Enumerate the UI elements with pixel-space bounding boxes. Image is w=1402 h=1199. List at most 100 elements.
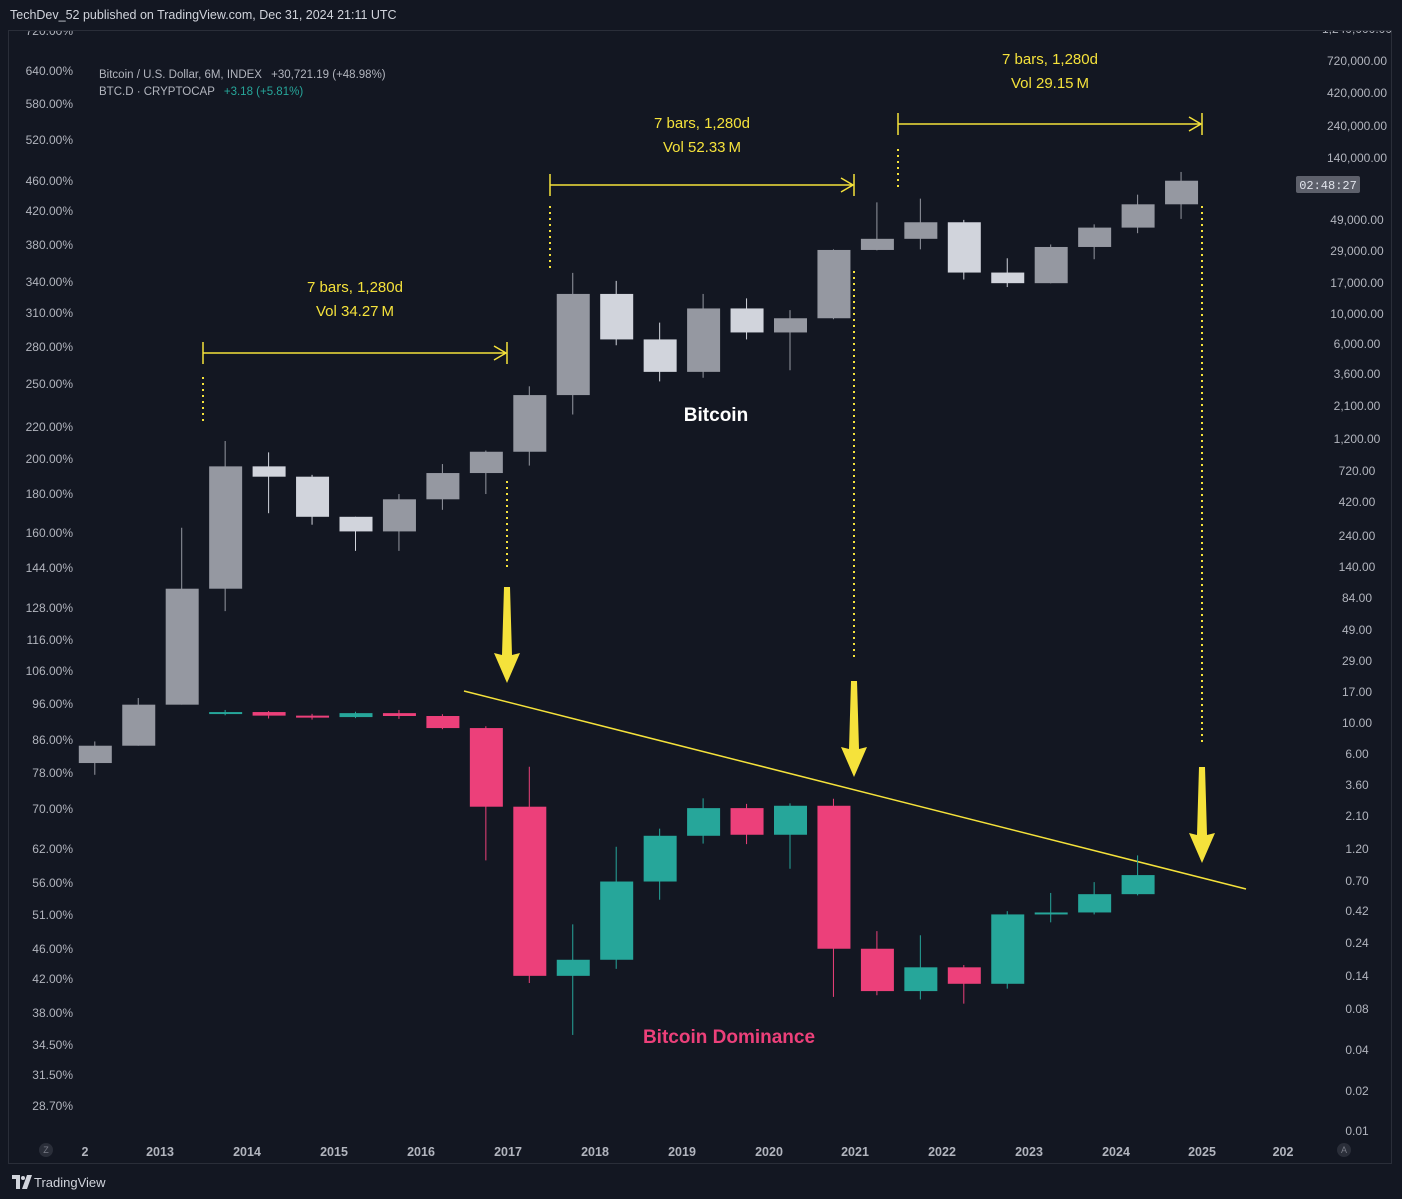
left-tick-label: 280.00% [26,340,74,354]
btc-candle-body [1034,246,1068,284]
right-tick-label: 1,200.00 [1334,432,1381,446]
btc-candle-body [469,451,503,474]
dominance-candle-body [469,728,503,807]
btc-candle-body [730,308,764,333]
right-tick-label: 0.70 [1345,874,1369,888]
right-tick-label: 720,000.00 [1327,54,1387,68]
left-tick-label: 46.00% [32,942,73,956]
range-label-bars: 7 bars, 1,280d [654,115,750,132]
right-tick-label: 720.00 [1339,464,1376,478]
btc-candle-body [513,395,547,452]
right-tick-label: 29,000.00 [1330,244,1384,258]
legend-series1-name: Bitcoin / U.S. Dollar, 6M, INDEX [99,69,262,81]
left-price-axis: 720.00% 640.00% 580.00% 520.00% 460.00% 420.0… [26,31,74,1113]
left-tick-label: 520.00% [26,133,74,147]
dominance-candle-body [687,808,721,836]
down-arrow-icon [1189,767,1215,863]
dominance-trendline [463,690,1247,890]
btc-candle-body [78,745,112,764]
x-tick-label: 2020 [755,1145,783,1159]
dominance-candle-body [209,712,243,715]
btc-candle-body [600,293,634,340]
dominance-candle-body [556,959,590,976]
right-tick-label: 84.00 [1342,591,1372,605]
dominance-candle-body [730,808,764,835]
left-tick-label: 380.00% [26,238,74,252]
left-tick-label: 116.00% [27,633,74,647]
dominance-candle-body [1078,894,1112,913]
left-tick-label: 86.00% [32,733,73,747]
btc-candle-body [1121,204,1155,228]
x-tick-label: 2022 [928,1145,956,1159]
btc-candle-body [774,318,807,333]
left-tick-label: 720.00% [26,31,74,38]
right-tick-label: 0.14 [1345,969,1369,983]
left-tick-label: 340.00% [26,275,74,289]
right-tick-label: 10,000.00 [1330,307,1384,321]
dominance-candle-body [513,806,547,976]
right-tick-label: 420.00 [1339,495,1376,509]
right-tick-label: 420,000.00 [1327,86,1387,100]
left-tick-label: 420.00% [26,204,74,218]
dominance-candles [209,709,1155,1035]
dominance-candle-body [382,713,416,716]
right-tick-label: 140.00 [1339,560,1376,574]
x-tick-label: 2021 [841,1145,869,1159]
right-tick-label: 29.00 [1342,654,1372,668]
left-tick-label: 62.00% [32,842,73,856]
right-tick-label: 3,600.00 [1334,367,1381,381]
left-tick-label: 128.00% [26,601,74,615]
right-tick-label: 0.02 [1345,1084,1369,1098]
right-tick-label: 17,000.00 [1330,276,1384,290]
x-tick-label: 2016 [407,1145,435,1159]
chart-legend: Bitcoin / U.S. Dollar, 6M, INDEX +30,721… [99,67,386,101]
dominance-candle-body [600,881,634,960]
bitcoin-candles [78,171,1199,775]
chart-frame[interactable]: 720.00% 640.00% 580.00% 520.00% 460.00% 420.0… [8,30,1392,1164]
range-label-bars: 7 bars, 1,280d [1002,51,1098,68]
dominance-candle-body [339,713,373,718]
left-tick-label: 51.00% [32,908,73,922]
btc-candle-body [209,466,243,589]
left-tick-label: 460.00% [26,174,74,188]
guide-lines [202,149,1247,890]
legend-series2-name: BTC.D · CRYPTOCAP [99,86,215,98]
footer: TradingView [0,1166,1402,1199]
x-tick-label: 2013 [146,1145,174,1159]
btc-candle-body [904,222,938,239]
left-tick-label: 180.00% [26,487,74,501]
right-tick-label: 6,000.00 [1334,337,1381,351]
footer-brand: TradingView [34,1175,106,1190]
chart-canvas[interactable]: 720.00% 640.00% 580.00% 520.00% 460.00% 420.0… [9,31,1393,1165]
left-tick-label: 56.00% [32,876,73,890]
right-tick-label: 2,100.00 [1334,399,1381,413]
price-tag-box [1296,176,1360,193]
auto-scale-left-button[interactable]: Z [39,1143,53,1157]
right-tick-label: 140,000.00 [1327,151,1387,165]
x-tick-label: 2015 [320,1145,348,1159]
dominance-candle-body [252,712,286,716]
right-tick-label: 0.24 [1345,936,1369,950]
x-tick-label: 202 [1273,1145,1294,1159]
left-tick-label: 580.00% [26,97,74,111]
x-tick-label: 2019 [668,1145,696,1159]
btc-candle-body [860,238,894,250]
left-tick-label: 96.00% [32,697,73,711]
dominance-candle-body [1121,875,1155,895]
right-tick-label: 240,000.00 [1327,119,1387,133]
right-tick-label: 17.00 [1342,685,1372,699]
range-label-volume: Vol 29.15 M [1011,75,1089,92]
auto-scale-right-button[interactable]: A [1337,1143,1351,1157]
dominance-candle-body [774,805,807,835]
btc-candle-body [1078,227,1112,247]
left-tick-label: 31.50% [32,1068,73,1082]
btc-candle-body [947,222,981,273]
right-tick-label: 1,240,000.00 [1322,31,1392,36]
left-tick-label: 42.00% [32,972,73,986]
bitcoin-series-label: Bitcoin [684,405,748,426]
dominance-candle-body [991,914,1025,984]
x-tick-label: 2017 [494,1145,522,1159]
btc-candle-body [296,476,330,517]
range-arrow-icon [840,177,855,193]
dominance-candle-body [947,967,981,984]
